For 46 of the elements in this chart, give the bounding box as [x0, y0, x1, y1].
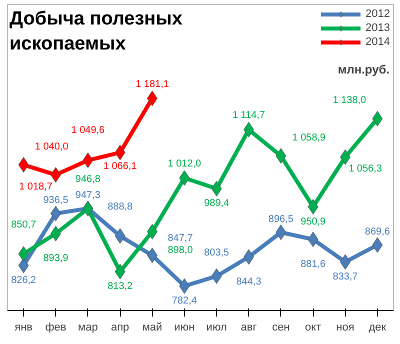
data-label: 1 114,7 — [232, 110, 266, 122]
data-label: 1 138,0 — [332, 95, 367, 106]
data-label: 893,9 — [43, 253, 69, 264]
data-label: 826,2 — [11, 274, 37, 286]
data-label: 1 056,3 — [348, 164, 382, 175]
data-label: 1 040,0 — [34, 141, 69, 152]
chart-title: Добыча полезных ископаемых — [10, 8, 183, 55]
x-tick-label: мар — [78, 322, 98, 334]
x-tick-label: янв — [14, 322, 33, 334]
data-label: 1 012,0 — [168, 158, 202, 170]
data-label: 1 058,9 — [292, 132, 326, 144]
data-label: 1 066,1 — [103, 161, 138, 172]
data-label: 950,9 — [300, 216, 326, 228]
data-label: 1 049,6 — [71, 124, 106, 136]
data-label: 782,4 — [172, 296, 198, 307]
legend-label: 2012 — [366, 7, 390, 21]
x-tick-label: июл — [206, 322, 227, 334]
x-tick-label: ноя — [336, 322, 354, 334]
legend-label: 2014 — [366, 35, 390, 49]
x-tick-label: май — [142, 322, 162, 334]
x-tick-label: дек — [368, 322, 386, 334]
x-tick-label: окт — [305, 322, 322, 334]
data-label: 833,7 — [332, 271, 358, 282]
data-label: 936,5 — [43, 195, 69, 206]
data-label: 847,7 — [168, 232, 194, 244]
data-label: 803,5 — [204, 248, 230, 259]
data-label: 881,6 — [300, 258, 326, 270]
data-label: 896,5 — [268, 214, 294, 225]
x-tick-label: сен — [272, 322, 290, 334]
data-label: 1 181,1 — [136, 78, 170, 90]
data-label: 888,8 — [108, 201, 134, 212]
data-label: 1 018,7 — [19, 181, 53, 192]
x-tick-label: июн — [174, 322, 195, 334]
x-tick-label: фев — [45, 322, 66, 334]
x-tick-label: авг — [240, 322, 257, 334]
data-label: 850,7 — [11, 219, 37, 230]
legend-label: 2013 — [366, 21, 390, 35]
data-label: 813,2 — [108, 281, 134, 292]
data-label: 947,3 — [75, 190, 101, 201]
data-label: 869,6 — [364, 226, 390, 238]
data-label: 946,8 — [75, 174, 101, 186]
data-label: 898,0 — [168, 245, 194, 256]
text: млн.руб. — [338, 62, 390, 76]
x-tick-label: апр — [110, 322, 130, 334]
data-label: 844,3 — [236, 276, 262, 288]
data-label: 989,4 — [204, 198, 230, 210]
